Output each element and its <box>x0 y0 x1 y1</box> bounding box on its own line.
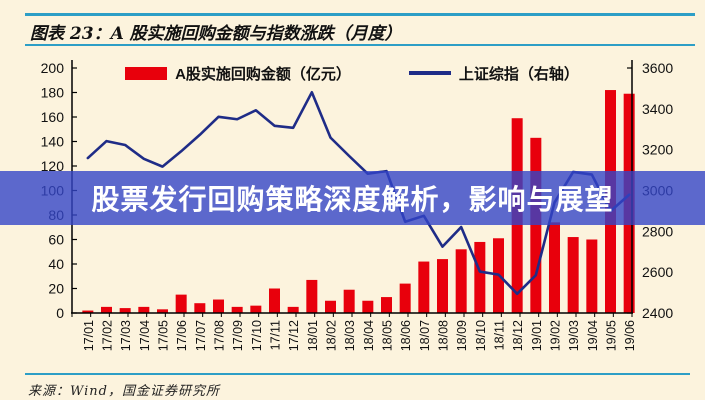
svg-text:19/04: 19/04 <box>586 320 600 351</box>
line-series-swatch-icon <box>408 71 451 75</box>
svg-text:200: 200 <box>41 60 65 76</box>
svg-text:18/11: 18/11 <box>493 320 507 350</box>
source-note: 来源：Wind，国金证券研究所 <box>28 384 220 399</box>
svg-text:19/05: 19/05 <box>605 320 619 351</box>
figure-title: 图表 23：A 股实施回购金额与指数涨跌（月度） <box>30 24 402 44</box>
bar-series-label: A股实施回购金额（亿元） <box>175 65 351 83</box>
svg-text:17/05: 17/05 <box>157 320 171 351</box>
svg-text:17/07: 17/07 <box>194 320 208 351</box>
svg-text:0: 0 <box>56 305 64 321</box>
svg-text:2600: 2600 <box>642 264 673 280</box>
svg-text:18/03: 18/03 <box>343 320 357 351</box>
watermark-text: 股票发行回购策略深度解析，影响与展望 <box>91 184 614 215</box>
svg-text:18/07: 18/07 <box>418 320 432 351</box>
svg-text:17/08: 17/08 <box>213 320 227 351</box>
bar-series-swatch-icon <box>125 66 168 80</box>
line-series-label: 上证综指（右轴） <box>458 65 579 83</box>
svg-text:180: 180 <box>41 85 65 101</box>
svg-text:17/10: 17/10 <box>250 320 264 351</box>
svg-text:17/01: 17/01 <box>82 320 96 351</box>
svg-text:18/12: 18/12 <box>511 320 525 351</box>
svg-text:140: 140 <box>41 134 65 150</box>
svg-text:3200: 3200 <box>642 142 673 158</box>
svg-text:18/04: 18/04 <box>362 320 376 351</box>
svg-text:2800: 2800 <box>642 223 673 239</box>
svg-text:18/08: 18/08 <box>437 320 451 351</box>
svg-text:17/09: 17/09 <box>231 320 245 351</box>
svg-text:3400: 3400 <box>642 101 673 117</box>
svg-text:40: 40 <box>48 256 64 272</box>
svg-text:17/12: 17/12 <box>287 320 301 351</box>
svg-text:120: 120 <box>41 158 65 174</box>
svg-text:19/03: 19/03 <box>567 320 581 351</box>
svg-text:20: 20 <box>48 281 64 297</box>
svg-text:160: 160 <box>41 109 65 125</box>
svg-text:17/06: 17/06 <box>175 320 189 351</box>
svg-text:19/01: 19/01 <box>530 320 544 351</box>
svg-text:18/05: 18/05 <box>381 320 395 351</box>
legend-item-buyback-bars: A股实施回购金额（亿元） <box>125 63 351 84</box>
svg-text:18/10: 18/10 <box>474 320 488 351</box>
svg-text:60: 60 <box>48 232 64 248</box>
top-divider-line <box>25 13 695 16</box>
svg-text:19/06: 19/06 <box>623 320 637 351</box>
footer-divider-line <box>25 373 690 375</box>
svg-text:17/11: 17/11 <box>269 320 283 350</box>
watermark-banner: 股票发行回购策略深度解析，影响与展望 <box>0 171 705 225</box>
svg-text:17/03: 17/03 <box>119 320 133 351</box>
svg-text:18/02: 18/02 <box>325 320 339 351</box>
svg-text:18/09: 18/09 <box>455 320 469 351</box>
svg-text:17/04: 17/04 <box>138 320 152 351</box>
svg-text:2400: 2400 <box>642 305 673 321</box>
title-divider-line <box>25 44 695 46</box>
legend-item-index-line: 上证综指（右轴） <box>408 63 579 84</box>
svg-text:17/02: 17/02 <box>101 320 115 351</box>
svg-text:18/01: 18/01 <box>306 320 320 351</box>
svg-text:19/02: 19/02 <box>549 320 563 351</box>
svg-text:3600: 3600 <box>642 60 673 76</box>
chart-legend: A股实施回购金额（亿元） 上证综指（右轴） <box>72 61 632 85</box>
svg-text:18/06: 18/06 <box>399 320 413 351</box>
